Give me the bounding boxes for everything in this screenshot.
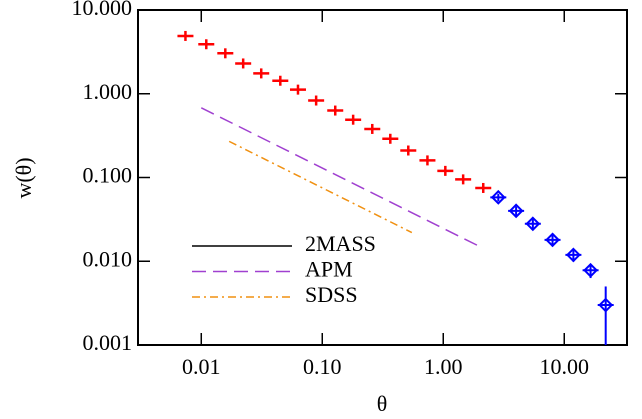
plot-frame — [137, 9, 628, 346]
marker-diamond — [545, 232, 560, 248]
legend-label: APM — [305, 257, 353, 282]
x-tick-label: 1.00 — [424, 354, 463, 379]
y-tick-label: 0.100 — [83, 163, 133, 188]
data-point — [597, 286, 614, 345]
data-point — [253, 68, 270, 79]
data-point — [327, 105, 344, 116]
y-tick-label: 10.000 — [72, 0, 133, 20]
data-point — [400, 145, 417, 156]
marker-diamond — [598, 297, 614, 313]
y-tick-label: 0.001 — [83, 330, 133, 355]
data-point — [544, 232, 561, 248]
data-point — [364, 123, 381, 134]
data-point — [382, 133, 399, 144]
y-tick-label: 1.000 — [83, 79, 133, 104]
data-point — [235, 58, 252, 69]
data-point — [308, 95, 325, 106]
data-point — [177, 30, 194, 41]
marker-diamond — [525, 216, 541, 232]
data-point — [582, 262, 599, 279]
data-point — [217, 48, 234, 59]
marker-diamond — [583, 262, 598, 278]
x-tick-label: 0.01 — [182, 354, 221, 379]
data-point — [475, 182, 492, 193]
x-tick-label: 0.10 — [303, 354, 342, 379]
data-point — [198, 39, 215, 50]
y-axis-label: w(θ) — [11, 157, 36, 198]
marker-diamond — [565, 247, 581, 263]
marker-diamond — [490, 189, 506, 205]
data-point — [455, 174, 472, 185]
data-point — [437, 165, 454, 176]
data-point — [524, 216, 541, 232]
x-axis-label: θ — [377, 391, 388, 416]
data-point — [289, 84, 306, 95]
line-series — [200, 107, 481, 248]
data-point — [345, 114, 362, 125]
legend-label: 2MASS — [305, 231, 376, 256]
data-point — [490, 189, 507, 205]
y-tick-label: 0.010 — [83, 246, 133, 271]
data-point — [419, 155, 436, 166]
data-point — [565, 247, 582, 263]
data-point — [272, 75, 289, 86]
line-series — [228, 140, 413, 234]
legend-label: SDSS — [305, 282, 358, 307]
data-point — [508, 203, 525, 219]
x-tick-label: 10.00 — [540, 354, 590, 379]
marker-diamond — [508, 203, 524, 219]
